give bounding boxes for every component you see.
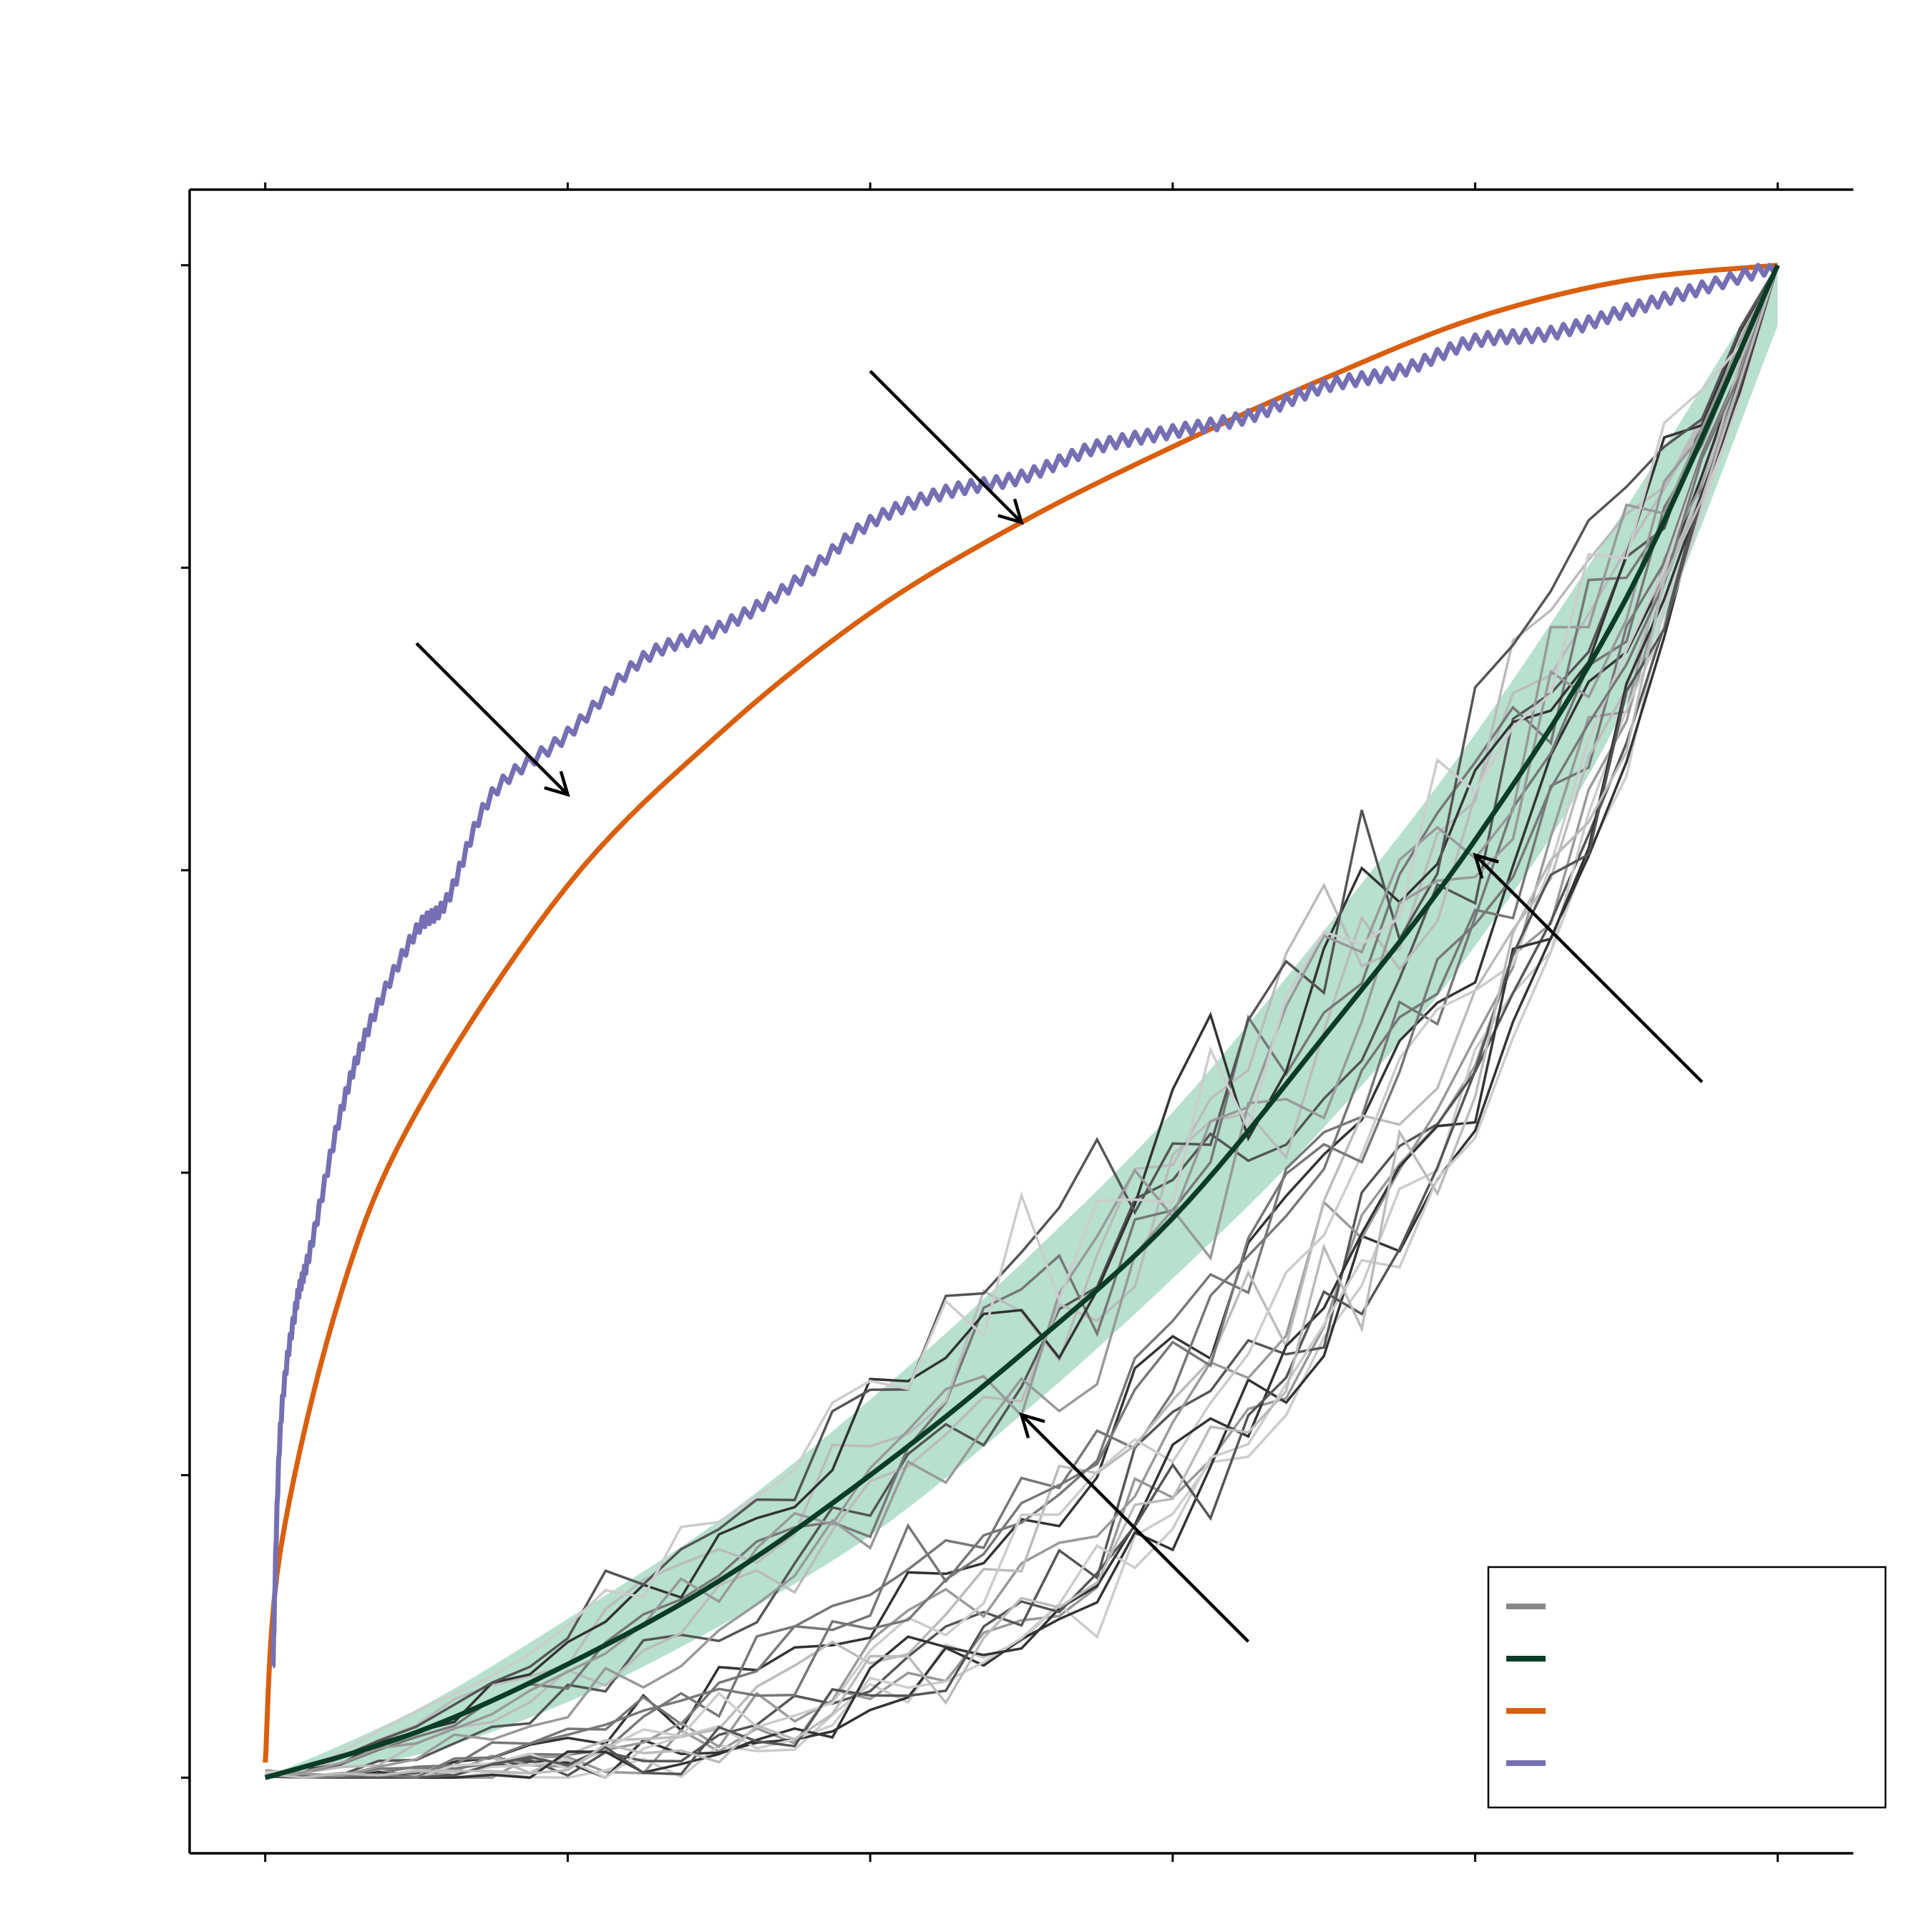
sample-curve: [265, 265, 1779, 1780]
sample-curve: [265, 264, 1779, 1777]
sample-curve: [265, 265, 1779, 1779]
sample-curve: [265, 264, 1779, 1775]
legend-box: [1487, 1566, 1887, 1809]
sample-curve: [265, 265, 1779, 1780]
empirical-curve: [270, 263, 1780, 1669]
sample-curve: [265, 264, 1779, 1779]
sample-curve: [265, 265, 1779, 1780]
annotation-arrow: [1473, 852, 1704, 1083]
sample-curve: [265, 264, 1779, 1776]
annotation-arrows-layer: [415, 370, 1704, 1643]
sample-curve: [265, 264, 1779, 1775]
sample-curve: [265, 265, 1779, 1780]
main-curves-layer: [263, 263, 1780, 1780]
sample-curve: [265, 265, 1779, 1779]
sample-curve: [265, 265, 1779, 1780]
annotation-arrow: [415, 642, 570, 797]
sample-curves-layer: [265, 264, 1779, 1780]
confidence-band-layer: [265, 265, 1778, 1778]
legend: [1487, 1566, 1887, 1809]
sample-curve: [265, 265, 1779, 1780]
sample-curve: [265, 265, 1779, 1780]
sample-curve: [265, 264, 1779, 1774]
sample-curve: [265, 264, 1779, 1774]
theoretical-curve: [263, 263, 1778, 1763]
mean-curve: [264, 264, 1780, 1780]
sample-curve: [265, 265, 1779, 1780]
confidence-band: [265, 265, 1778, 1778]
axes: [181, 182, 1853, 1862]
sample-curve: [265, 264, 1779, 1777]
sample-curve: [265, 265, 1779, 1780]
sample-curve: [265, 265, 1779, 1780]
sample-curve: [265, 265, 1779, 1780]
sample-curve: [265, 265, 1779, 1780]
sample-curve: [265, 265, 1779, 1780]
annotation-arrow: [1019, 1412, 1250, 1643]
annotation-arrow: [869, 370, 1024, 525]
sample-curve: [265, 265, 1779, 1778]
